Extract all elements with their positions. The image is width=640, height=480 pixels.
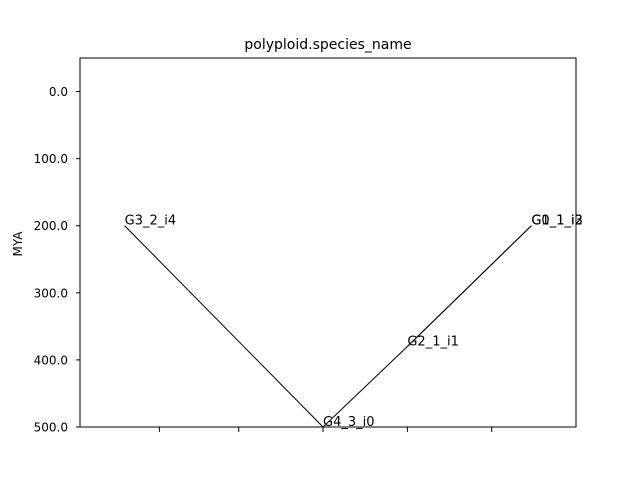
tree-edge-0	[124, 225, 324, 428]
node-label-3: G1_1_i2	[531, 214, 583, 229]
y-tick-label-4: 400.0	[34, 353, 68, 367]
y-tick-label-1: 100.0	[34, 152, 68, 166]
tree-edge-3	[407, 225, 532, 347]
y-tick-label-5: 500.0	[34, 421, 68, 435]
node-label-2: G2_1_i1	[407, 334, 459, 349]
tree-edge-1	[322, 346, 408, 428]
node-label-1: G3_2_i4	[125, 214, 177, 229]
chart-title: polyploid.species_name	[244, 37, 411, 53]
plot-frame	[79, 57, 577, 428]
edges-layer	[124, 225, 532, 428]
y-axis-label: MYA	[11, 231, 25, 257]
y-tick-label-3: 300.0	[34, 286, 68, 300]
y-tick-label-0: 0.0	[49, 85, 68, 99]
node-label-4: G0_1_i3	[531, 214, 583, 229]
x-ticks-layer	[158, 427, 493, 432]
node-label-0: G4_3_i0	[323, 415, 375, 430]
y-ticks-layer: 0.0 100.0 200.0 300.0 400.0 500.0	[34, 85, 80, 435]
y-tick-label-2: 200.0	[34, 219, 68, 233]
